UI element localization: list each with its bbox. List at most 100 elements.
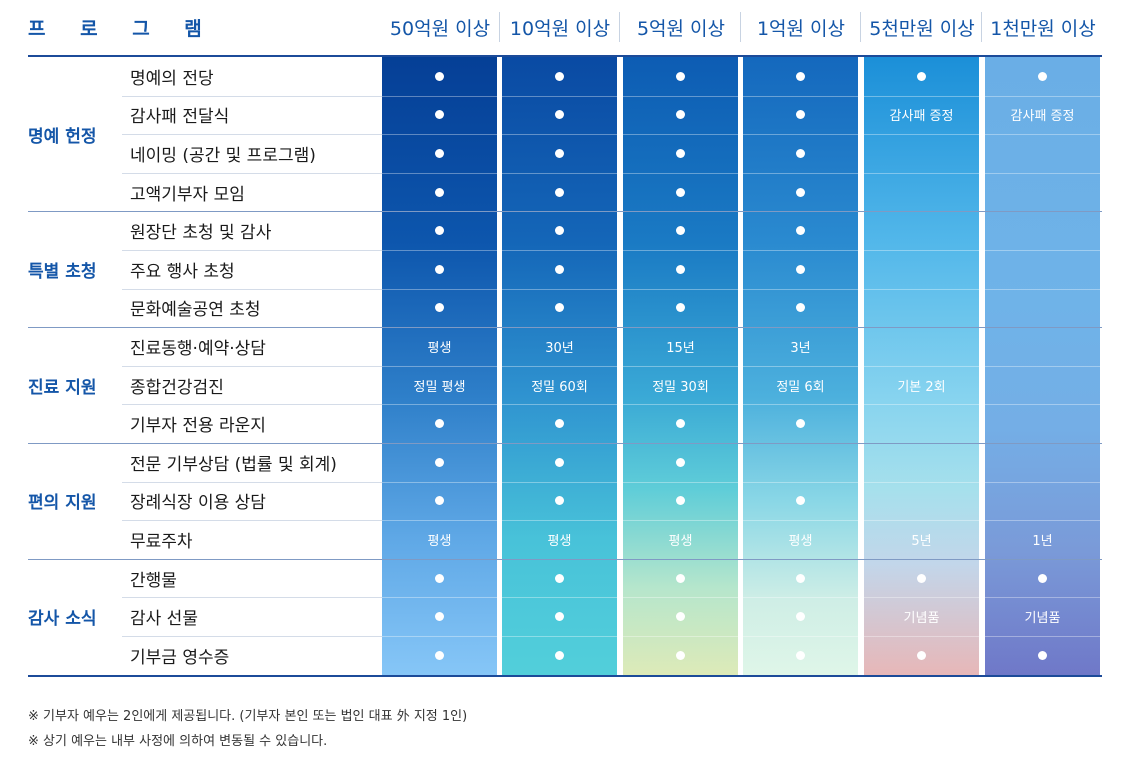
dot-icon: [676, 148, 685, 158]
dot-icon: [1038, 650, 1047, 660]
included-dot-icon: [382, 211, 497, 250]
band-row-separator: [985, 250, 1100, 251]
empty-cell: [985, 173, 1100, 212]
band-row-separator: [743, 481, 858, 483]
header-separator: [619, 12, 620, 42]
included-dot-icon: [743, 636, 858, 675]
included-dot-icon: [382, 443, 497, 482]
dot-icon: [676, 573, 685, 583]
included-dot-icon: [743, 482, 858, 521]
dot-icon: [676, 612, 685, 622]
dot-icon: [676, 187, 685, 197]
included-dot-icon: [382, 636, 497, 675]
included-dot-icon: [623, 250, 738, 289]
benefit-item: 주요 행사 초청: [130, 261, 235, 282]
band-row-separator: [743, 404, 858, 406]
band-row-separator: [864, 404, 979, 406]
band-row-separator: [864, 597, 979, 599]
group-separator: [28, 558, 1102, 560]
dot-icon: [555, 226, 564, 236]
benefit-item: 고액기부자 모임: [130, 184, 245, 205]
tier-header: 50억원 이상: [389, 17, 491, 40]
dot-icon: [435, 573, 444, 583]
footnote: ※ 상기 예우는 내부 사정에 의하여 변동될 수 있습니다.: [28, 734, 328, 749]
included-dot-icon: [382, 597, 497, 636]
benefit-value: 정밀 6회: [776, 379, 825, 395]
dot-icon: [555, 573, 564, 583]
dot-icon: [555, 650, 564, 660]
band-row-separator: [743, 365, 858, 367]
included-dot-icon: [502, 57, 617, 96]
benefit-item: 기부자 전용 라운지: [130, 416, 266, 437]
empty-cell: [864, 289, 979, 328]
band-row-separator: [743, 520, 858, 522]
tier-column-band: [743, 56, 858, 675]
dot-icon: [435, 496, 444, 506]
dot-icon: [796, 573, 805, 583]
band-row-separator: [623, 365, 738, 367]
row-separator: [122, 520, 382, 522]
tier-column-band: [623, 56, 738, 675]
benefit-value: 평생: [788, 533, 813, 549]
group-separator: [28, 443, 1102, 444]
included-dot-icon: [502, 289, 617, 328]
band-row-separator: [743, 134, 858, 136]
empty-cell: [985, 289, 1100, 328]
band-row-separator: [743, 250, 858, 251]
included-dot-icon: [623, 96, 738, 135]
band-row-separator: [985, 520, 1100, 522]
benefit-value: 30년: [545, 340, 574, 356]
dot-icon: [676, 419, 685, 429]
included-dot-icon: [502, 134, 617, 173]
benefit-item: 원장단 초청 및 감사: [130, 223, 272, 244]
included-dot-icon: [502, 559, 617, 598]
header-separator: [981, 12, 982, 42]
tier-column-band: [502, 56, 617, 675]
tier-column-band: [382, 56, 497, 675]
dot-icon: [435, 110, 444, 120]
tier-header: 1천만원 이상: [990, 17, 1096, 40]
program-header: 프 로 그 램: [28, 17, 216, 40]
band-row-separator: [743, 636, 858, 637]
dot-icon: [555, 187, 564, 197]
row-separator: [122, 288, 382, 290]
dot-icon: [917, 650, 926, 660]
dot-icon: [555, 612, 564, 622]
group-label: 진료 지원: [28, 377, 97, 398]
benefit-value: 정밀 60회: [531, 379, 588, 395]
dot-icon: [1038, 573, 1047, 583]
benefit-value: 15년: [666, 340, 695, 356]
band-row-separator: [382, 404, 497, 406]
band-row-separator: [743, 95, 858, 97]
dot-icon: [555, 457, 564, 467]
tier-column-band: [985, 56, 1100, 675]
empty-cell: [864, 327, 979, 366]
benefit-value: 정밀 평생: [413, 379, 466, 395]
empty-cell: [985, 134, 1100, 173]
dot-icon: [435, 419, 444, 429]
dot-icon: [676, 303, 685, 313]
dot-icon: [435, 650, 444, 660]
empty-cell: [985, 404, 1100, 443]
band-row-separator: [623, 481, 738, 483]
included-dot-icon: [985, 57, 1100, 96]
dot-icon: [676, 650, 685, 660]
band-row-separator: [985, 404, 1100, 406]
band-row-separator: [985, 597, 1100, 599]
row-separator: [122, 597, 382, 599]
included-dot-icon: [382, 404, 497, 443]
included-dot-icon: [623, 134, 738, 173]
benefit-item: 전문 기부상담 (법률 및 회계): [130, 454, 337, 475]
included-dot-icon: [743, 57, 858, 96]
included-dot-icon: [743, 96, 858, 135]
band-row-separator: [743, 172, 858, 174]
included-dot-icon: [623, 597, 738, 636]
band-row-separator: [502, 597, 617, 599]
group-separator: [28, 327, 1102, 329]
benefit-item: 장례식장 이용 상담: [130, 493, 266, 514]
band-row-separator: [985, 95, 1100, 97]
dot-icon: [555, 496, 564, 506]
included-dot-icon: [382, 173, 497, 212]
dot-icon: [796, 612, 805, 622]
included-dot-icon: [382, 96, 497, 135]
